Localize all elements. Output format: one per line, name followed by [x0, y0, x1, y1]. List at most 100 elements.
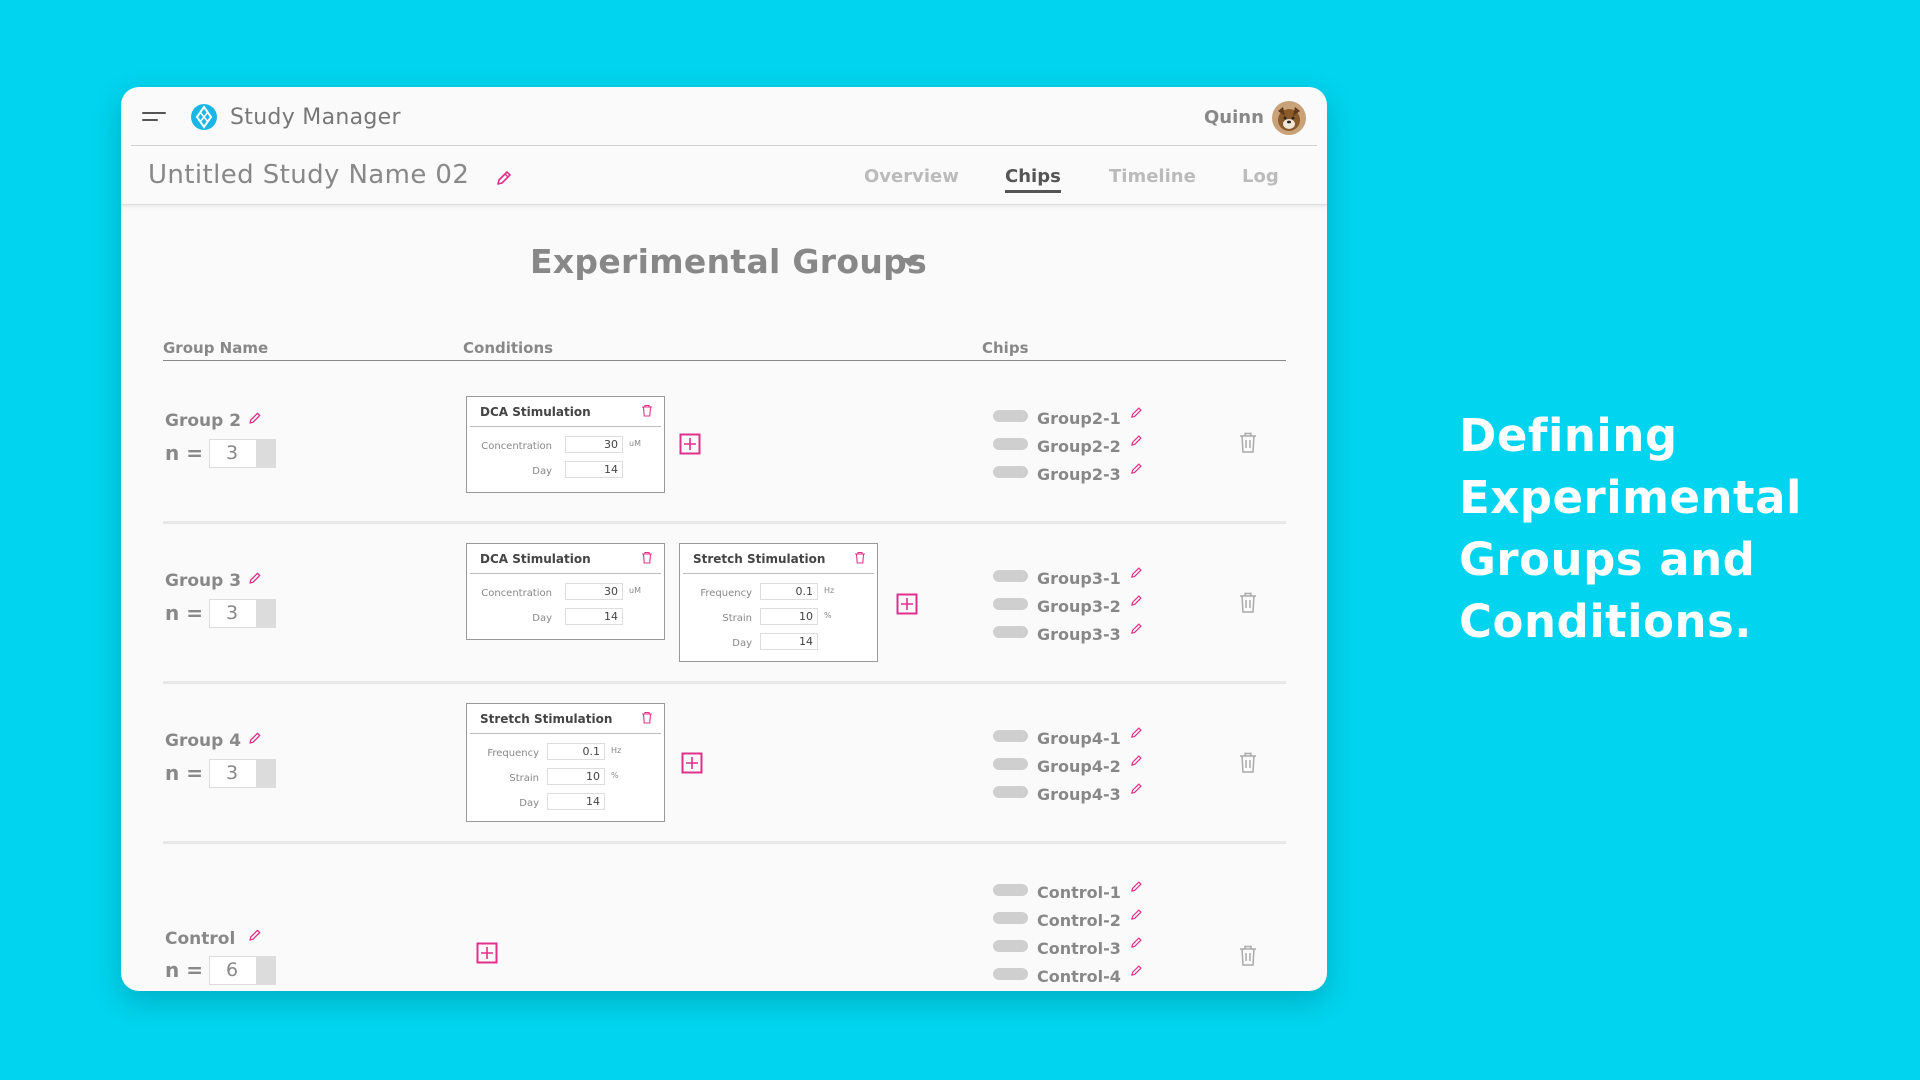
n-stepper[interactable]: 6 — [209, 956, 276, 985]
chip-name: Control-2 — [1037, 911, 1121, 930]
n-stepper-control[interactable] — [256, 957, 275, 984]
chip-toggle[interactable] — [993, 570, 1028, 582]
pencil-icon[interactable] — [1129, 461, 1144, 476]
param-label: Day — [532, 613, 552, 624]
chip-toggle[interactable] — [993, 410, 1028, 422]
pencil-icon[interactable] — [1129, 963, 1144, 978]
param-value-input[interactable]: 30 — [565, 583, 623, 600]
pencil-icon[interactable] — [1129, 781, 1144, 796]
pencil-icon[interactable] — [1129, 753, 1144, 768]
trash-icon[interactable] — [1239, 752, 1257, 773]
param-value-input[interactable]: 30 — [565, 436, 623, 453]
n-label: n = — [165, 601, 203, 625]
chip-toggle[interactable] — [993, 730, 1028, 742]
chip-toggle[interactable] — [993, 968, 1028, 980]
caption-line: Groups and — [1459, 533, 1756, 586]
chip-toggle[interactable] — [993, 438, 1028, 450]
caret-down-icon[interactable] — [901, 258, 919, 267]
add-box-icon[interactable] — [896, 593, 918, 615]
param-unit: Hz — [611, 746, 622, 755]
n-stepper[interactable]: 3 — [209, 439, 276, 468]
group-row: Group 4 n = 3 Stretch Stimulation Freque… — [121, 681, 1327, 844]
chip-name: Group4-3 — [1037, 785, 1121, 804]
tab-chips[interactable]: Chips — [1005, 166, 1061, 193]
add-box-icon[interactable] — [681, 752, 703, 774]
chip-toggle[interactable] — [993, 940, 1028, 952]
app-title: Study Manager — [230, 105, 401, 130]
chip-name: Control-1 — [1037, 883, 1121, 902]
tab-timeline[interactable]: Timeline — [1109, 166, 1196, 187]
pencil-icon[interactable] — [1129, 935, 1144, 950]
pencil-icon[interactable] — [1129, 879, 1144, 894]
pencil-icon[interactable] — [1129, 725, 1144, 740]
row-divider — [163, 521, 1286, 524]
group-row: Group 3 n = 3 DCA Stimulation Concentrat… — [121, 521, 1327, 684]
trash-icon[interactable] — [641, 404, 653, 417]
chip-toggle[interactable] — [993, 626, 1028, 638]
chip-toggle[interactable] — [993, 466, 1028, 478]
pencil-icon[interactable] — [1129, 565, 1144, 580]
param-value-input[interactable]: 10 — [547, 768, 605, 785]
tab-overview[interactable]: Overview — [864, 166, 959, 187]
condition-title: DCA Stimulation — [480, 405, 591, 419]
group-name: Group 3 — [165, 571, 242, 591]
chip-toggle[interactable] — [993, 786, 1028, 798]
add-box-icon[interactable] — [476, 942, 498, 964]
chip-toggle[interactable] — [993, 884, 1028, 896]
pencil-icon[interactable] — [1129, 593, 1144, 608]
chip-toggle[interactable] — [993, 912, 1028, 924]
chip-toggle[interactable] — [993, 598, 1028, 610]
user-name: Quinn — [1204, 107, 1264, 128]
param-unit: % — [824, 611, 832, 620]
pencil-icon[interactable] — [1129, 907, 1144, 922]
param-label: Frequency — [487, 748, 539, 759]
param-value-input[interactable]: 10 — [760, 608, 818, 625]
chip-name: Control-4 — [1037, 967, 1121, 986]
pencil-icon[interactable] — [247, 927, 263, 943]
avatar[interactable] — [1272, 101, 1306, 135]
trash-icon[interactable] — [854, 551, 866, 564]
param-value-input[interactable]: 14 — [565, 608, 623, 625]
param-label: Frequency — [700, 588, 752, 599]
app-bar-divider — [131, 145, 1317, 146]
group-name: Group 4 — [165, 731, 242, 751]
section-title: Experimental Groups — [530, 242, 928, 281]
param-label: Concentration — [481, 441, 552, 452]
n-stepper-control[interactable] — [256, 600, 275, 627]
trash-icon[interactable] — [1239, 592, 1257, 613]
n-stepper-control[interactable] — [256, 440, 275, 467]
condition-title: DCA Stimulation — [480, 552, 591, 566]
pencil-icon[interactable] — [1129, 433, 1144, 448]
study-manager-window: Study Manager Quinn Untitled Study Name … — [121, 87, 1327, 991]
pencil-icon[interactable] — [247, 410, 263, 426]
column-header-chips: Chips — [982, 339, 1029, 357]
pencil-icon[interactable] — [247, 570, 263, 586]
tab-log[interactable]: Log — [1242, 166, 1279, 187]
param-value-input[interactable]: 14 — [760, 633, 818, 650]
hamburger-icon[interactable] — [142, 110, 168, 126]
trash-icon[interactable] — [641, 711, 653, 724]
n-stepper-control[interactable] — [256, 760, 275, 787]
condition-title: Stretch Stimulation — [693, 552, 826, 566]
param-label: Concentration — [481, 588, 552, 599]
pencil-icon[interactable] — [494, 168, 514, 188]
param-label: Strain — [722, 613, 752, 624]
param-value-input[interactable]: 14 — [547, 793, 605, 810]
pencil-icon[interactable] — [1129, 621, 1144, 636]
trash-icon[interactable] — [641, 551, 653, 564]
trash-icon[interactable] — [1239, 432, 1257, 453]
param-value-input[interactable]: 0.1 — [760, 583, 818, 600]
trash-icon[interactable] — [1239, 945, 1257, 966]
param-unit: uM — [629, 586, 641, 595]
param-value-input[interactable]: 14 — [565, 461, 623, 478]
pencil-icon[interactable] — [1129, 405, 1144, 420]
chip-name: Group2-1 — [1037, 409, 1121, 428]
condition-card: Stretch Stimulation Frequency 0.1 Hz Strai… — [466, 703, 665, 822]
add-box-icon[interactable] — [679, 433, 701, 455]
n-stepper[interactable]: 3 — [209, 599, 276, 628]
chip-toggle[interactable] — [993, 758, 1028, 770]
pencil-icon[interactable] — [247, 730, 263, 746]
param-value-input[interactable]: 0.1 — [547, 743, 605, 760]
n-stepper[interactable]: 3 — [209, 759, 276, 788]
condition-card: DCA Stimulation Concentration 30 uM Day 14 — [466, 396, 665, 493]
